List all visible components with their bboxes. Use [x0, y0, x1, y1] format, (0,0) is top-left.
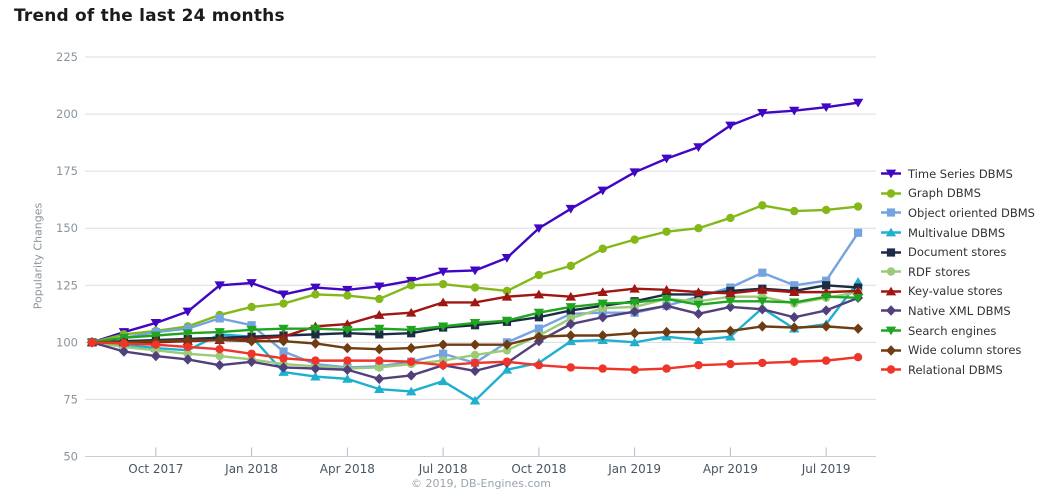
legend-item-time-series-dbms[interactable]: Time Series DBMS — [881, 164, 1035, 184]
y-tick-label: 50 — [63, 450, 78, 464]
wide-column-stores-marker-icon — [881, 344, 901, 356]
legend-label: Key-value stores — [908, 284, 1003, 299]
y-tick-label: 125 — [56, 278, 78, 292]
legend-label: Relational DBMS — [908, 362, 1003, 377]
x-tick-label: Jan 2019 — [607, 462, 661, 476]
x-tick-label: Oct 2018 — [511, 462, 566, 476]
y-tick-label: 175 — [56, 164, 78, 178]
document-stores-marker-icon — [881, 248, 901, 257]
multivalue-dbms-marker-icon — [881, 227, 901, 237]
series-search-engines — [86, 292, 864, 348]
legend-label: Time Series DBMS — [908, 166, 1013, 181]
x-tick-label: Oct 2017 — [128, 462, 183, 476]
y-tick-label: 200 — [56, 107, 78, 121]
legend-label: Document stores — [908, 245, 1007, 260]
search-engines-marker-icon — [881, 326, 901, 336]
copyright-notice: © 2019, DB-Engines.com — [411, 477, 551, 490]
legend-label: Object oriented DBMS — [908, 205, 1035, 220]
legend-label: Native XML DBMS — [908, 303, 1011, 318]
series-key-value-stores — [86, 283, 864, 347]
legend-item-rdf-stores[interactable]: RDF stores — [881, 262, 1035, 282]
series-time-series-dbms — [86, 98, 864, 348]
series-relational-dbms — [87, 338, 863, 374]
x-tick-label: Apr 2018 — [320, 462, 375, 476]
legend-item-graph-dbms[interactable]: Graph DBMS — [881, 184, 1035, 204]
legend-item-key-value-stores[interactable]: Key-value stores — [881, 282, 1035, 302]
x-tick-label: Jan 2018 — [224, 462, 278, 476]
legend-label: Multivalue DBMS — [908, 225, 1006, 240]
y-tick-label: 225 — [56, 50, 78, 64]
time-series-dbms-marker-icon — [881, 169, 901, 179]
native-xml-dbms-marker-icon — [881, 305, 901, 317]
legend-item-document-stores[interactable]: Document stores — [881, 242, 1035, 262]
y-tick-label: 75 — [63, 392, 78, 406]
legend-item-wide-column-stores[interactable]: Wide column stores — [881, 340, 1035, 360]
legend-label: RDF stores — [908, 264, 971, 279]
x-tick-label: Apr 2019 — [703, 462, 758, 476]
grid-lines: 50 75 100 125 150 175 200 225 — [56, 50, 876, 464]
legend-item-object-oriented-dbms[interactable]: Object oriented DBMS — [881, 203, 1035, 223]
y-axis-title: Popularity Changes — [31, 202, 45, 310]
legend-item-search-engines[interactable]: Search engines — [881, 321, 1035, 341]
legend-item-relational-dbms[interactable]: Relational DBMS — [881, 360, 1035, 380]
chart-legend: Time Series DBMS Graph DBMS Object oriente… — [881, 164, 1035, 380]
legend-label: Search engines — [908, 323, 997, 338]
relational-dbms-marker-icon — [881, 365, 901, 374]
graph-dbms-marker-icon — [881, 189, 901, 198]
legend-label: Graph DBMS — [908, 186, 981, 201]
rdf-stores-marker-icon — [881, 267, 901, 276]
x-axis: Oct 2017 Jan 2018 Apr 2018 Jul 2018 Oct 2018… — [128, 447, 851, 476]
legend-item-native-xml-dbms[interactable]: Native XML DBMS — [881, 301, 1035, 321]
legend-label: Wide column stores — [908, 343, 1022, 358]
legend-item-multivalue-dbms[interactable]: Multivalue DBMS — [881, 223, 1035, 243]
key-value-stores-marker-icon — [881, 286, 901, 296]
page-title: Trend of the last 24 months — [14, 6, 285, 26]
object-oriented-dbms-marker-icon — [881, 208, 901, 218]
x-tick-label: Jul 2018 — [418, 462, 468, 476]
x-tick-label: Jul 2019 — [801, 462, 851, 476]
y-tick-label: 100 — [56, 335, 78, 349]
series-wide-column-stores — [87, 321, 864, 355]
y-tick-label: 150 — [56, 221, 78, 235]
